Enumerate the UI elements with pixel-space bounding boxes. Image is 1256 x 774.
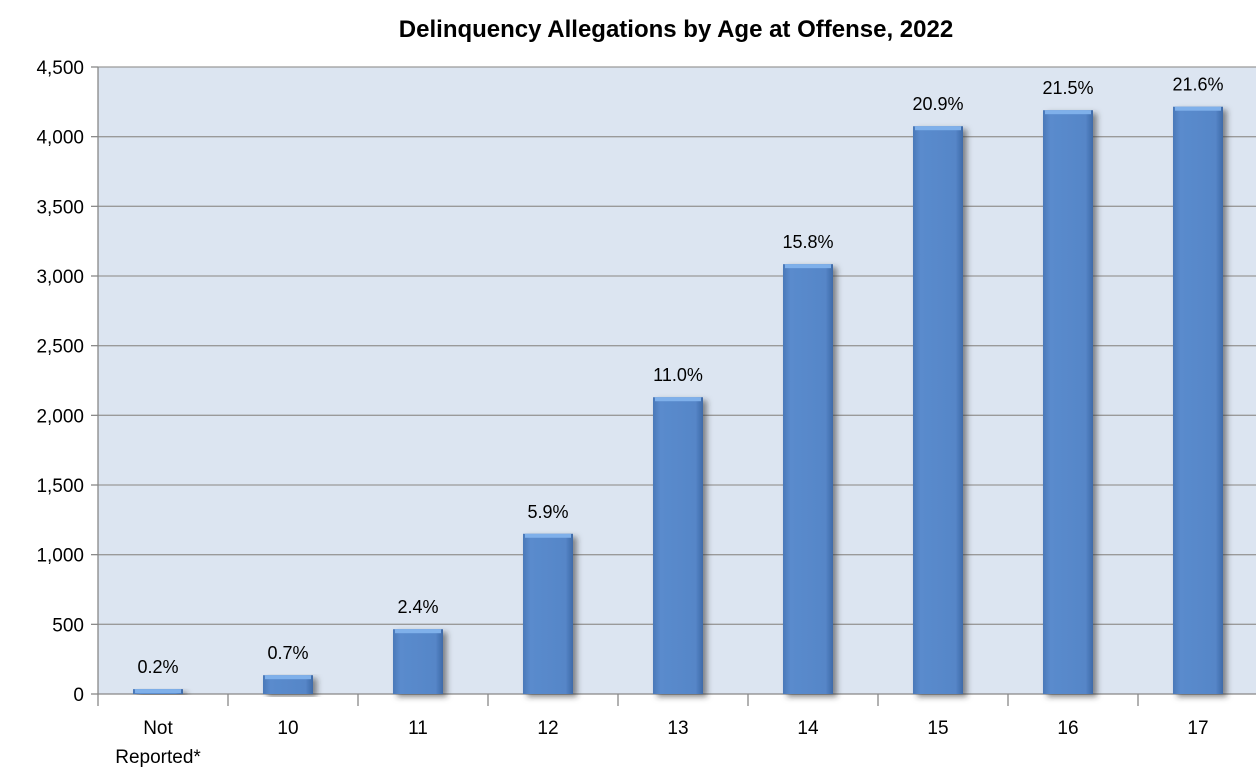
- bar-body: [653, 397, 703, 694]
- bar-top-highlight: [395, 629, 441, 634]
- y-tick-label: 3,500: [36, 197, 84, 218]
- bar-body: [1173, 106, 1223, 694]
- y-tick-label: 1,500: [36, 476, 84, 497]
- y-tick-label: 1,000: [36, 546, 84, 567]
- data-label: 20.9%: [912, 94, 963, 114]
- bar-top-highlight: [1175, 106, 1221, 111]
- x-tick-label: 15: [927, 718, 948, 739]
- y-tick-label: 500: [52, 615, 84, 636]
- data-label: 5.9%: [527, 502, 568, 522]
- bar-body: [393, 629, 443, 694]
- data-label: 11.0%: [653, 365, 703, 385]
- bar-top-highlight: [915, 126, 961, 131]
- x-tick-label: 10: [277, 718, 298, 739]
- x-tick-label: 16: [1057, 718, 1078, 739]
- data-label: 15.8%: [782, 232, 833, 252]
- bar: [523, 533, 573, 694]
- bar: [1173, 106, 1223, 694]
- y-tick-label: 0: [73, 685, 84, 706]
- bar: [783, 264, 833, 694]
- bar: [653, 397, 703, 694]
- x-tick-label: 12: [537, 718, 558, 739]
- chart-title: Delinquency Allegations by Age at Offens…: [398, 16, 954, 43]
- bar-top-highlight: [1045, 110, 1091, 115]
- y-tick-label: 2,000: [36, 406, 84, 427]
- data-label: 21.5%: [1042, 78, 1093, 98]
- bar-top-highlight: [135, 689, 181, 694]
- bar: [1043, 110, 1093, 694]
- data-label: 21.6%: [1172, 75, 1223, 95]
- y-tick-label: 4,500: [36, 58, 84, 79]
- x-tick-label: Not Reported*: [115, 718, 201, 768]
- bar: [263, 675, 313, 694]
- bar-body: [263, 675, 313, 694]
- y-tick-label: 2,500: [36, 337, 84, 358]
- bar-top-highlight: [785, 264, 831, 269]
- bar-top-highlight: [525, 533, 571, 538]
- y-tick-label: 3,000: [36, 267, 84, 288]
- data-label: 2.4%: [397, 597, 438, 617]
- x-tick-label: 13: [667, 718, 688, 739]
- bar: [913, 126, 963, 694]
- bar-body: [1043, 110, 1093, 694]
- x-tick-label: 14: [797, 718, 819, 739]
- bar-top-highlight: [265, 675, 311, 680]
- data-label: 0.7%: [267, 643, 308, 663]
- bars: [133, 106, 1223, 694]
- bar-top-highlight: [655, 397, 701, 402]
- data-label: 0.2%: [137, 657, 178, 677]
- bar: [393, 629, 443, 694]
- bar-body: [783, 264, 833, 694]
- labels: 0.2% Not Reported* 0.7% 10 2.4% 11 5.9% 12 11.0% 1…: [115, 75, 1223, 768]
- x-tick-label: 17: [1187, 718, 1208, 739]
- y-tick-label: 4,000: [36, 128, 84, 149]
- axes: 0 500 1,000 1,500 2,000 2,500 3,000 3,500 4,000 4…: [36, 58, 1256, 706]
- bar: [133, 689, 183, 694]
- bar-body: [913, 126, 963, 694]
- bar-body: [523, 533, 573, 694]
- x-tick-label: 11: [408, 718, 428, 739]
